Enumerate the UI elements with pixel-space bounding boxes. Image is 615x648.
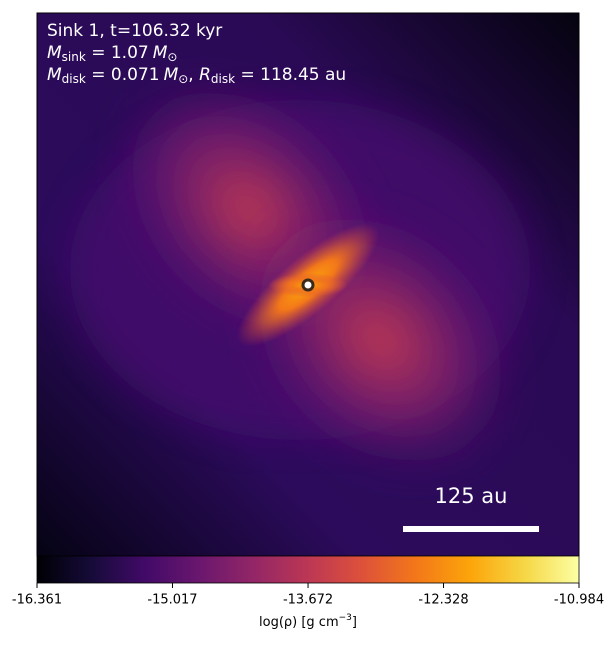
colorbar-tick-label: -10.984 xyxy=(554,593,604,608)
sub2: disk xyxy=(211,72,235,86)
sub: disk xyxy=(62,72,86,86)
scale-bar-label: 125 au xyxy=(435,484,508,508)
colorbar-tick-label: -16.361 xyxy=(12,593,62,608)
density-map xyxy=(37,13,579,556)
colorbar-tick-label: -12.328 xyxy=(418,593,468,608)
unit-sub: ⊙ xyxy=(178,72,188,86)
label-sup: −3 xyxy=(339,613,352,623)
unit: M xyxy=(164,65,179,85)
symbol2: R xyxy=(199,65,211,85)
unit-sub: ⊙ xyxy=(167,50,177,64)
value2: = 118.45 au xyxy=(235,65,346,85)
colorbar-tick-label: -13.672 xyxy=(283,593,333,608)
annotation-line1: Sink 1, t=106.32 kyr xyxy=(47,21,222,41)
annotation-msink: Msink = 1.07 M⊙ xyxy=(47,43,177,64)
colorbar-label: log(ρ) [g cm−3] xyxy=(259,613,357,630)
value: = 1.07 xyxy=(86,43,149,63)
label-end: ] xyxy=(352,615,357,630)
symbol: M xyxy=(47,43,62,63)
sub: sink xyxy=(62,50,86,64)
symbol: M xyxy=(47,65,62,85)
annotation-mdisk: Mdisk = 0.071 M⊙, Rdisk = 118.45 au xyxy=(47,65,346,86)
value: = 0.071 xyxy=(86,65,160,85)
unit: M xyxy=(153,43,168,63)
sep: , xyxy=(188,65,199,85)
colorbar-tick-label: -15.017 xyxy=(147,593,197,608)
sink xyxy=(301,278,315,292)
scale-bar xyxy=(403,526,539,532)
colorbar xyxy=(36,555,580,584)
label-text: log(ρ) [g cm xyxy=(259,615,339,630)
